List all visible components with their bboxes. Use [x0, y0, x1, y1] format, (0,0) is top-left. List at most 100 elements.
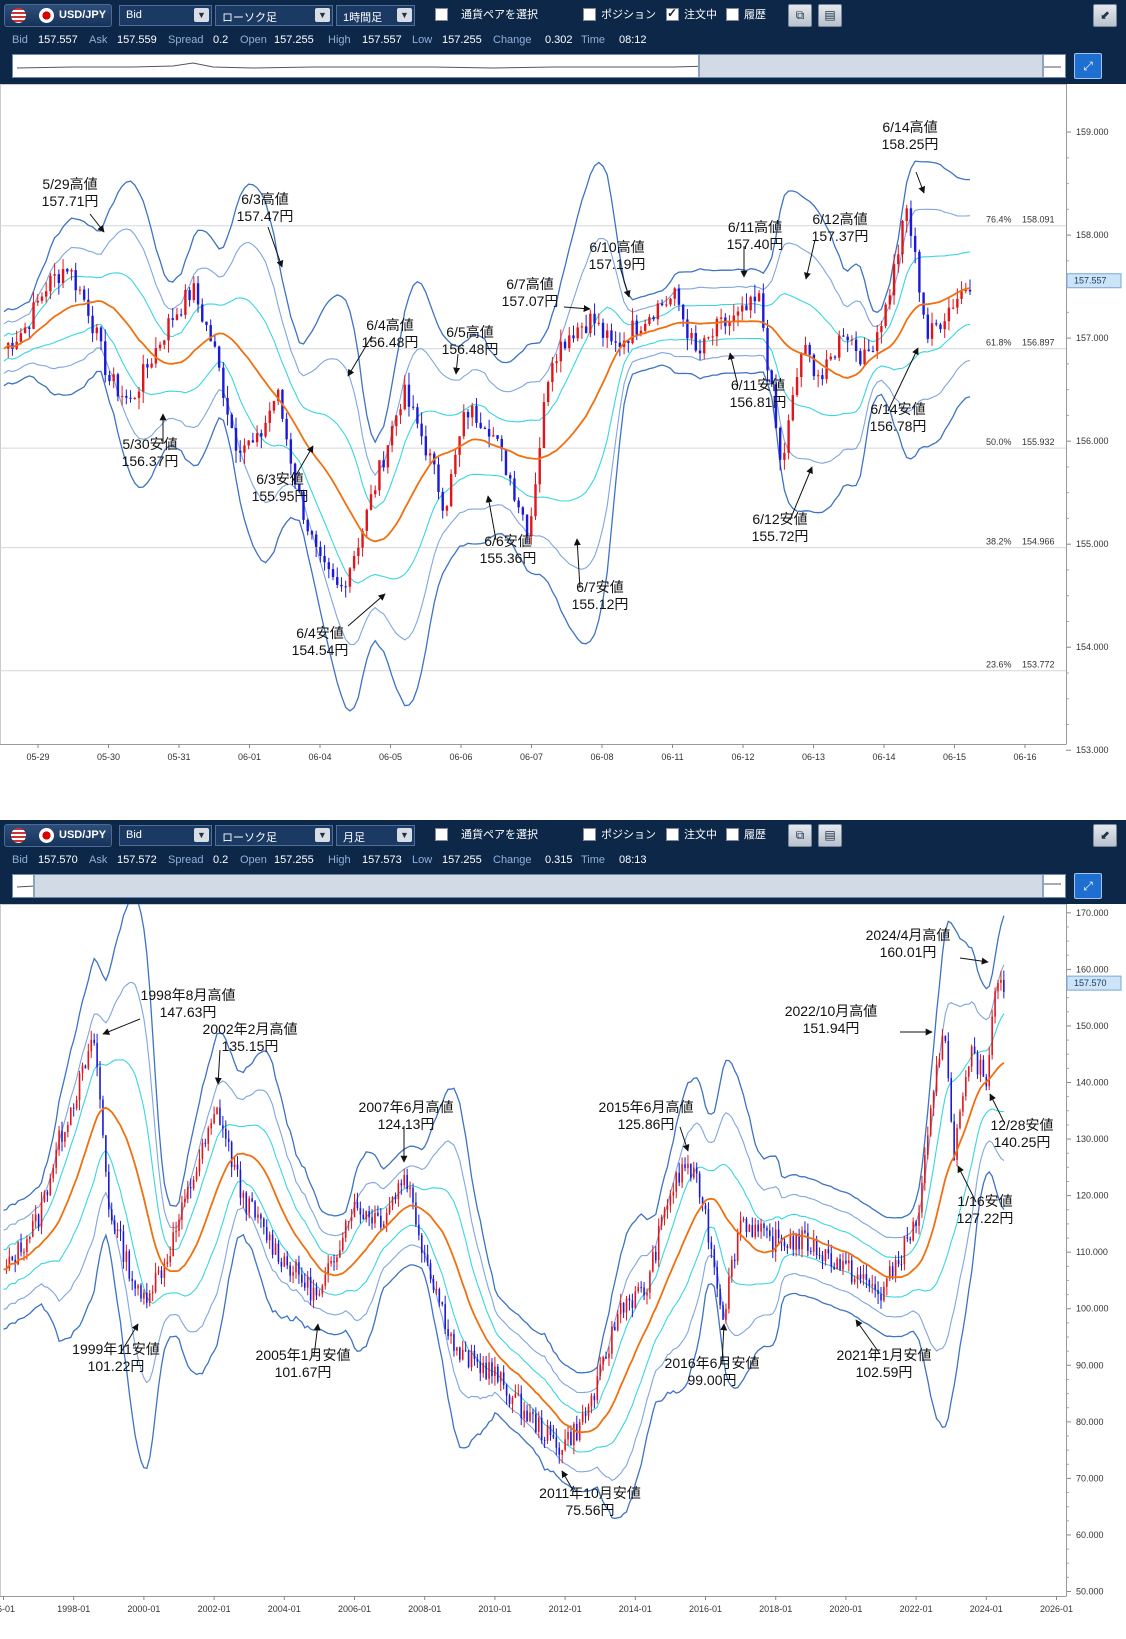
candle-body	[915, 1221, 917, 1226]
positions-label: ポジション	[601, 829, 656, 841]
orders-checkbox[interactable]	[666, 6, 679, 21]
candle-body	[192, 283, 196, 301]
navigator-selection[interactable]	[33, 875, 1044, 897]
annotation-value: 155.12円	[572, 596, 629, 612]
candle-body	[635, 320, 638, 335]
candle-body	[888, 1266, 891, 1279]
navigator-track[interactable]	[12, 54, 1066, 78]
candle-body	[812, 354, 816, 377]
candle-body	[81, 1065, 84, 1074]
candle-body	[378, 460, 381, 491]
candle-body	[46, 1191, 49, 1196]
candle-body	[251, 1198, 253, 1202]
candle-body	[255, 433, 259, 443]
candle-body	[209, 325, 212, 342]
annotation-title: 2016年6月安値	[665, 1355, 760, 1371]
candle-body	[549, 1425, 552, 1436]
collapse-arrow-icon[interactable]: ⬋	[1093, 4, 1117, 27]
candle-body	[61, 269, 65, 283]
candle-body	[403, 384, 406, 410]
navigator-selection[interactable]	[698, 55, 1044, 77]
candle-body	[204, 1142, 207, 1144]
plot-area	[0, 904, 1067, 1597]
history-checkbox[interactable]	[726, 828, 739, 841]
candle-body	[108, 1171, 110, 1210]
currency-pair-button[interactable]: USD/JPY	[4, 824, 112, 847]
candle-body	[377, 1212, 379, 1216]
annotation-value: 158.25円	[882, 136, 939, 152]
price-type-select[interactable]: Bid ▼	[119, 5, 212, 26]
candle-body	[386, 445, 390, 468]
positions-checkbox[interactable]	[583, 828, 596, 841]
select-pair-checkbox[interactable]	[435, 828, 448, 841]
candle-body	[810, 1250, 812, 1252]
candle-body	[891, 1266, 894, 1277]
orders-checkbox[interactable]	[666, 828, 679, 841]
table-icon[interactable]: ▤	[818, 824, 842, 847]
candle-body	[695, 1167, 698, 1174]
candle-body	[26, 1239, 28, 1252]
table-icon[interactable]: ▤	[818, 4, 842, 27]
candle-body	[824, 1249, 827, 1262]
candle-body	[429, 1263, 432, 1279]
candle-body	[271, 1234, 274, 1255]
candle-body	[150, 363, 153, 368]
candle-body	[395, 415, 398, 427]
candle-body	[171, 318, 174, 320]
candle-body	[95, 327, 99, 334]
candle-body	[517, 1393, 520, 1395]
candle-body	[573, 1423, 575, 1446]
candle-body	[319, 546, 322, 556]
candle-body	[201, 304, 204, 322]
currency-pair-button[interactable]: USD/JPY	[4, 4, 112, 27]
candle-body	[99, 1067, 101, 1100]
chart-type-select[interactable]: ローソク足 ▼	[215, 825, 333, 846]
candle-body	[640, 1287, 642, 1289]
annotation-value: 156.37円	[122, 453, 179, 469]
candle-body	[163, 340, 166, 345]
collapse-arrow-icon[interactable]: ⬋	[1093, 824, 1117, 847]
expand-icon[interactable]: ⤢	[1074, 53, 1102, 79]
detach-window-icon[interactable]: ⧉	[788, 824, 812, 847]
bollinger-lower-3sigma	[3, 364, 971, 712]
annotation-title: 2024/4月高値	[866, 927, 951, 943]
candle-body	[829, 356, 832, 360]
timeframe-select[interactable]: 1時間足 ▼	[336, 5, 415, 26]
expand-icon[interactable]: ⤢	[1074, 873, 1102, 899]
candle-body	[154, 348, 158, 364]
x-tick-label: 2022-01	[900, 1604, 933, 1614]
navigator-track[interactable]	[12, 874, 1066, 898]
annotation-title: 6/5高値	[446, 324, 493, 340]
detach-window-icon[interactable]: ⧉	[788, 4, 812, 27]
timeframe-select[interactable]: 月足 ▼	[336, 825, 415, 846]
history-checkbox[interactable]	[726, 8, 739, 21]
jp-flag-icon	[39, 828, 54, 843]
candle-body	[184, 1199, 186, 1203]
candle-body	[108, 375, 111, 382]
select-pair-checkbox[interactable]	[435, 8, 448, 21]
candle-body	[146, 1292, 148, 1303]
price-type-select[interactable]: Bid ▼	[119, 825, 212, 846]
x-tick-label: 2026-01	[1040, 1604, 1073, 1614]
candle-body	[205, 321, 208, 326]
positions-checkbox[interactable]	[583, 8, 596, 21]
x-tick-label: 06-12	[731, 752, 754, 762]
candle-body	[298, 1262, 300, 1275]
candle-body	[947, 1040, 950, 1079]
annotation-arrow	[573, 538, 581, 589]
candle-body	[90, 1039, 93, 1052]
candle-body	[476, 1358, 479, 1362]
chart-type-select[interactable]: ローソク足 ▼	[215, 5, 333, 26]
candle-body	[302, 491, 305, 520]
candle-body	[874, 1284, 876, 1290]
y-tick-label: 158.000	[1076, 230, 1109, 240]
candle-body	[875, 332, 879, 351]
candle-body	[234, 428, 238, 451]
candle-body	[374, 490, 377, 495]
candle-body	[154, 1272, 157, 1292]
annotation-value: 156.48円	[442, 341, 499, 357]
low-value: 157.255	[442, 34, 482, 46]
candle-body	[432, 1278, 435, 1290]
candle-body	[618, 342, 622, 347]
candle-body	[293, 463, 297, 485]
